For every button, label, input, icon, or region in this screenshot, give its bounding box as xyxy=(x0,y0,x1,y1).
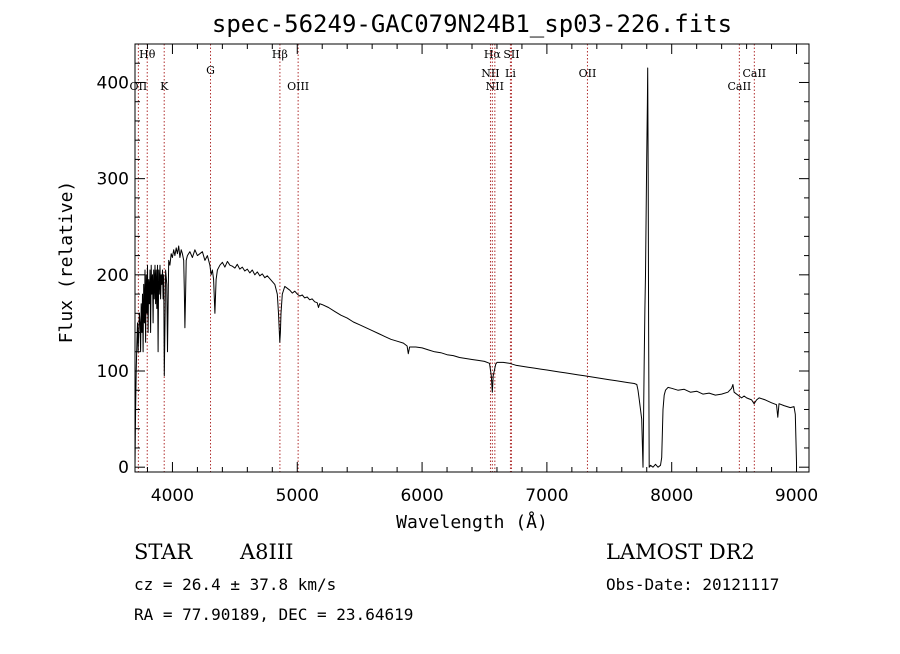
y-axis-title: Flux (relative) xyxy=(56,181,77,344)
x-tick-label: 6000 xyxy=(400,486,443,506)
reference-line-label-4: Hβ xyxy=(272,48,288,61)
x-tick-label: 8000 xyxy=(650,486,693,506)
reference-line-label-1: OII xyxy=(130,80,148,93)
reference-line-label-9: Li xyxy=(505,67,516,80)
x-tick-label: 7000 xyxy=(525,486,568,506)
y-tick-label: 300 xyxy=(97,170,129,190)
x-tick-label: 9000 xyxy=(775,486,818,506)
x-axis-title: Wavelength (Å) xyxy=(396,511,548,533)
spectrum-line-0 xyxy=(134,67,797,468)
y-tick-label: 100 xyxy=(97,362,129,382)
reference-line-label-8: NII xyxy=(481,67,499,80)
y-tick-label: 200 xyxy=(97,266,129,286)
x-tick-label: 5000 xyxy=(276,486,319,506)
reference-line-label-13: CaII xyxy=(742,67,766,80)
y-tick-label: 400 xyxy=(97,73,129,93)
reference-line-label-6: Hα xyxy=(484,48,502,61)
x-tick-label: 4000 xyxy=(151,486,194,506)
object-subclass: A8III xyxy=(239,540,293,564)
reference-line-label-5: OIII xyxy=(287,80,309,93)
reference-line-label-2: K xyxy=(160,80,169,93)
reference-line-label-11: OII xyxy=(579,67,597,80)
obs-date: Obs-Date: 20121117 xyxy=(606,575,779,594)
axes: 4000 5000 6000 7000 8000 9000 0 100 200 300 400 xyxy=(97,43,818,506)
series-layer xyxy=(134,67,797,468)
reference-line-label-3: G xyxy=(206,64,215,77)
reference-line-label-10: NII xyxy=(486,80,504,93)
reference-line-label-0: Hθ xyxy=(139,48,156,61)
redshift-info: cz = 26.4 ± 37.8 km/s xyxy=(134,575,336,594)
survey-name: LAMOST DR2 xyxy=(606,540,755,564)
reference-line-label-7: SII xyxy=(503,48,519,61)
chart-title: spec-56249-GAC079N24B1_sp03-226.fits xyxy=(212,10,732,38)
coordinates: RA = 77.90189, DEC = 23.64619 xyxy=(134,605,413,624)
y-tick-label: 0 xyxy=(118,458,129,478)
reference-line-label-12: CaII xyxy=(728,80,752,93)
object-class: STAR xyxy=(134,540,193,564)
plot-frame xyxy=(134,43,810,473)
